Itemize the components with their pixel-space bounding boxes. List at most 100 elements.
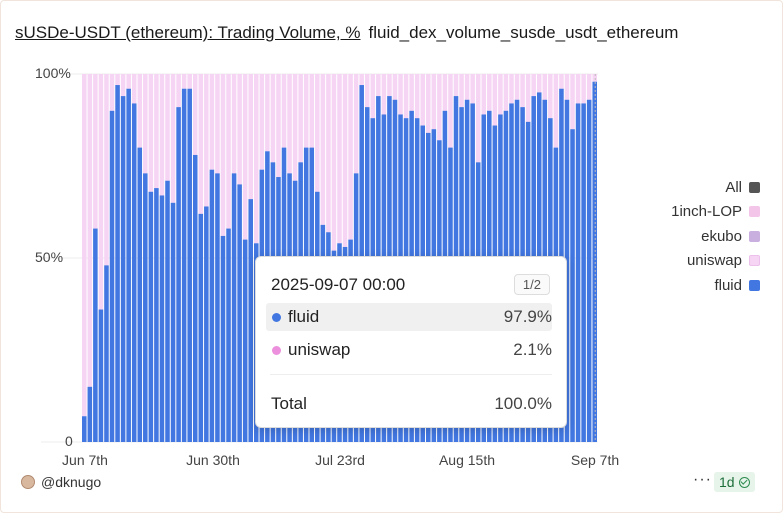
bar-uniswap	[287, 74, 292, 174]
bar-uniswap	[331, 74, 337, 251]
bar-fluid	[137, 147, 143, 442]
bar-uniswap	[581, 74, 586, 104]
bar-fluid	[176, 107, 181, 443]
legend-swatch	[749, 255, 760, 267]
bar-fluid	[198, 213, 204, 442]
bar-uniswap	[320, 74, 326, 225]
x-tick-label: Sep 7th	[571, 452, 619, 468]
bar-uniswap	[292, 74, 298, 181]
more-options-icon[interactable]: ···	[693, 471, 712, 488]
bar-fluid	[592, 81, 597, 442]
bar-uniswap	[226, 74, 231, 229]
chart-subtitle: fluid_dex_volume_susde_usdt_ethereum	[368, 23, 679, 42]
bar-fluid	[237, 184, 242, 442]
bar-uniswap	[137, 74, 143, 148]
bar-uniswap	[115, 74, 120, 86]
bar-uniswap	[548, 74, 553, 119]
bar-fluid	[109, 110, 115, 443]
bar-fluid	[192, 154, 198, 442]
y-tick-label: 0	[65, 433, 73, 449]
bar-uniswap	[431, 74, 437, 130]
bar-uniswap	[575, 74, 581, 104]
legend: All 1inch-LOP ekubo uniswap fluid	[671, 175, 760, 298]
chart-title-link[interactable]: sUSDe-USDT (ethereum): Trading Volume, %	[15, 23, 361, 42]
bar-uniswap	[148, 74, 154, 192]
bar-uniswap	[259, 74, 265, 170]
bar-uniswap	[448, 74, 453, 148]
uniswap-dot-icon	[272, 345, 281, 355]
legend-swatch	[749, 181, 760, 193]
bar-fluid	[570, 129, 575, 442]
bar-fluid	[93, 228, 98, 442]
bar-fluid	[220, 235, 226, 442]
bar-uniswap	[442, 74, 448, 111]
bar-uniswap	[498, 74, 503, 115]
bar-uniswap	[298, 74, 303, 163]
bar-fluid	[215, 173, 220, 443]
bar-uniswap	[265, 74, 270, 152]
bar-uniswap	[403, 74, 409, 119]
bar-fluid	[165, 180, 170, 442]
y-tick-label: 100%	[35, 65, 71, 81]
bar-fluid	[104, 265, 109, 442]
x-tick-label: Jun 7th	[62, 452, 108, 468]
legend-item-1inch-lop[interactable]: 1inch-LOP	[671, 200, 760, 225]
tooltip-page-indicator[interactable]: 1/2	[513, 274, 550, 295]
tooltip-date: 2025-09-07 00:00	[271, 274, 406, 294]
tooltip-total-row: Total 100.0%	[271, 394, 552, 413]
legend-item-all[interactable]: All	[671, 175, 760, 200]
bar-fluid	[131, 103, 137, 442]
bar-uniswap	[98, 74, 104, 310]
bar-fluid	[126, 88, 131, 442]
bar-uniswap	[254, 74, 259, 244]
bar-uniswap	[464, 74, 470, 100]
tooltip-row-fluid: fluid 97.9%	[266, 303, 552, 331]
bar-uniswap	[381, 74, 387, 115]
bar-uniswap	[176, 74, 181, 108]
bar-uniswap	[525, 74, 531, 122]
bar-uniswap	[192, 74, 198, 155]
bar-uniswap	[592, 74, 597, 82]
bar-uniswap	[154, 74, 159, 189]
bar-fluid	[187, 88, 192, 442]
bar-uniswap	[270, 74, 276, 163]
fluid-dot-icon	[272, 312, 281, 322]
bar-uniswap	[359, 74, 364, 86]
bar-uniswap	[231, 74, 237, 174]
bar-fluid	[159, 195, 165, 442]
bar-uniswap	[120, 74, 126, 97]
tooltip-divider	[270, 374, 552, 375]
bar-uniswap	[376, 74, 381, 97]
bar-uniswap	[198, 74, 204, 214]
tooltip-row-uniswap: uniswap 2.1%	[266, 336, 552, 364]
legend-item-fluid[interactable]: fluid	[671, 273, 760, 298]
bar-uniswap	[337, 74, 342, 244]
bar-fluid	[242, 239, 248, 442]
bar-uniswap	[104, 74, 109, 266]
bar-uniswap	[409, 74, 414, 111]
chart-tooltip: 2025-09-07 00:00 1/2 fluid 97.9% uniswap…	[255, 256, 567, 428]
author-link[interactable]: @dknugo	[21, 474, 101, 490]
bar-uniswap	[87, 74, 93, 387]
bar-uniswap	[487, 74, 492, 111]
bar-uniswap	[204, 74, 209, 207]
bar-uniswap	[392, 74, 398, 100]
bar-uniswap	[342, 74, 348, 247]
bar-uniswap	[542, 74, 548, 100]
bar-uniswap	[481, 74, 487, 115]
bar-uniswap	[181, 74, 187, 89]
bar-fluid	[581, 103, 586, 442]
chart-header: sUSDe-USDT (ethereum): Trading Volume, %…	[15, 23, 678, 43]
bar-uniswap	[303, 74, 309, 148]
bar-fluid	[154, 188, 159, 442]
refresh-interval-badge[interactable]: 1d	[714, 472, 755, 492]
bar-uniswap	[553, 74, 559, 148]
bar-uniswap	[387, 74, 392, 97]
legend-item-ekubo[interactable]: ekubo	[671, 224, 760, 249]
bar-uniswap	[514, 74, 520, 100]
bar-uniswap	[242, 74, 248, 240]
legend-item-uniswap[interactable]: uniswap	[671, 249, 760, 274]
bar-fluid	[181, 88, 187, 442]
bar-uniswap	[564, 74, 570, 100]
